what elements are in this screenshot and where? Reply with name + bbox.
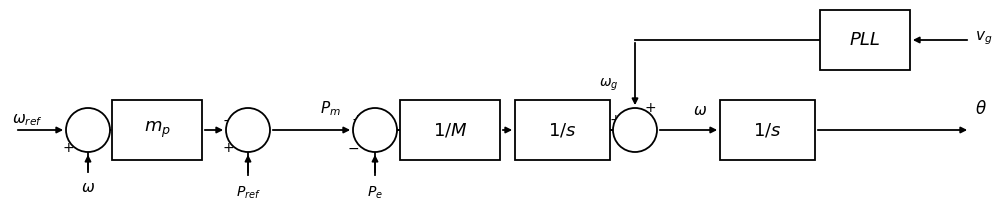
Ellipse shape xyxy=(613,108,657,152)
Bar xyxy=(720,100,815,160)
Text: $\omega$: $\omega$ xyxy=(81,180,95,195)
Text: $\theta$: $\theta$ xyxy=(975,100,987,118)
Text: $P_{ref}$: $P_{ref}$ xyxy=(236,185,260,201)
Text: $v_g$: $v_g$ xyxy=(975,29,992,47)
Text: $\omega$: $\omega$ xyxy=(693,103,707,118)
Text: $P_m$: $P_m$ xyxy=(320,99,340,118)
Text: $m_p$: $m_p$ xyxy=(144,120,170,140)
Text: $+$: $+$ xyxy=(351,113,363,127)
Text: $+$: $+$ xyxy=(257,113,269,127)
Text: $-$: $-$ xyxy=(222,113,234,127)
Text: PLL: PLL xyxy=(850,31,880,49)
Bar xyxy=(112,100,202,160)
Text: $1/s$: $1/s$ xyxy=(753,121,782,139)
Text: $\omega_g$: $\omega_g$ xyxy=(599,77,618,93)
Text: $+$: $+$ xyxy=(609,113,621,127)
Text: $+$: $+$ xyxy=(222,141,234,155)
Text: $+$: $+$ xyxy=(644,101,656,115)
Text: $+$: $+$ xyxy=(62,141,74,155)
Ellipse shape xyxy=(353,108,397,152)
Bar xyxy=(515,100,610,160)
Text: $1/s$: $1/s$ xyxy=(548,121,577,139)
Bar xyxy=(400,100,500,160)
Text: $1/M$: $1/M$ xyxy=(433,121,467,139)
Ellipse shape xyxy=(226,108,270,152)
Ellipse shape xyxy=(66,108,110,152)
Text: $P_e$: $P_e$ xyxy=(367,185,383,201)
Text: $\omega_{ref}$: $\omega_{ref}$ xyxy=(12,112,43,128)
Text: $-$: $-$ xyxy=(347,141,359,155)
Bar xyxy=(820,10,910,70)
Text: $-$: $-$ xyxy=(94,113,106,127)
